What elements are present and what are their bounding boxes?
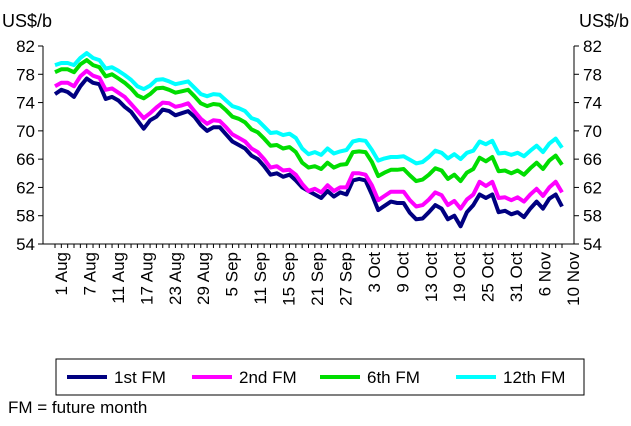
x-tick-label: 6 Nov: [536, 252, 555, 297]
y-tick-label-right: 78: [583, 65, 602, 84]
legend: 1st FM 2nd FM 6th FM 12th FM: [55, 358, 585, 396]
y-axis-unit-right: US$/b: [579, 11, 629, 31]
x-tick-label: 31 Oct: [507, 252, 526, 302]
x-tick-label: 21 Sep: [308, 252, 327, 306]
series-line-12th-fm: [54, 51, 564, 166]
series-line-2nd-fm: [54, 68, 564, 211]
x-tick-label: 1 Aug: [52, 252, 71, 296]
x-tick-label: 19 Oct: [450, 252, 469, 302]
x-tick-label: 25 Oct: [479, 252, 498, 302]
x-tick-label: 10 Nov: [564, 252, 583, 306]
y-tick-label-left: 58: [16, 207, 35, 226]
x-tick-label: 11 Sep: [251, 252, 270, 305]
x-tick-label: 7 Aug: [80, 252, 99, 296]
y-tick-label-left: 78: [16, 65, 35, 84]
x-tick-label: 23 Aug: [166, 252, 185, 305]
legend-label: 6th FM: [367, 368, 420, 387]
x-tick-label: 5 Sep: [223, 252, 242, 296]
series-layer: [53, 51, 564, 229]
x-tick-label: 3 Oct: [365, 252, 384, 293]
legend-label: 1st FM: [114, 368, 166, 387]
y-tick-label-right: 58: [583, 207, 602, 226]
legend-label: 12th FM: [503, 368, 565, 387]
x-tick-label: 13 Oct: [422, 252, 441, 302]
y-tick-label-left: 54: [16, 235, 35, 254]
x-tick-label: 11 Aug: [109, 252, 128, 304]
legend-label: 2nd FM: [239, 368, 297, 387]
y-tick-label-left: 66: [16, 150, 35, 169]
y-tick-label-left: 74: [16, 94, 35, 113]
footnote: FM = future month: [8, 398, 148, 417]
x-tick-label: 17 Aug: [137, 252, 156, 305]
axes: 54 54 58 58 62 62 66 66 70 70 74 74 78 78 82 82 1 Aug 7 A…: [16, 37, 602, 306]
x-tick-label: 9 Oct: [393, 252, 412, 293]
y-axis-unit-left: US$/b: [2, 11, 52, 31]
x-tick-label: 27 Sep: [336, 252, 355, 306]
y-tick-label-right: 82: [583, 37, 602, 56]
y-tick-label-left: 70: [16, 122, 35, 141]
y-tick-label-right: 74: [583, 94, 602, 113]
y-tick-label-left: 82: [16, 37, 35, 56]
y-tick-label-right: 62: [583, 178, 602, 197]
x-tick-label: 29 Aug: [194, 252, 213, 305]
y-tick-label-right: 66: [583, 150, 602, 169]
y-tick-label-left: 62: [16, 178, 35, 197]
x-tick-label: 15 Sep: [280, 252, 299, 306]
series-line-6th-fm: [54, 58, 564, 184]
y-tick-label-right: 70: [583, 122, 602, 141]
y-tick-label-right: 54: [583, 235, 602, 254]
